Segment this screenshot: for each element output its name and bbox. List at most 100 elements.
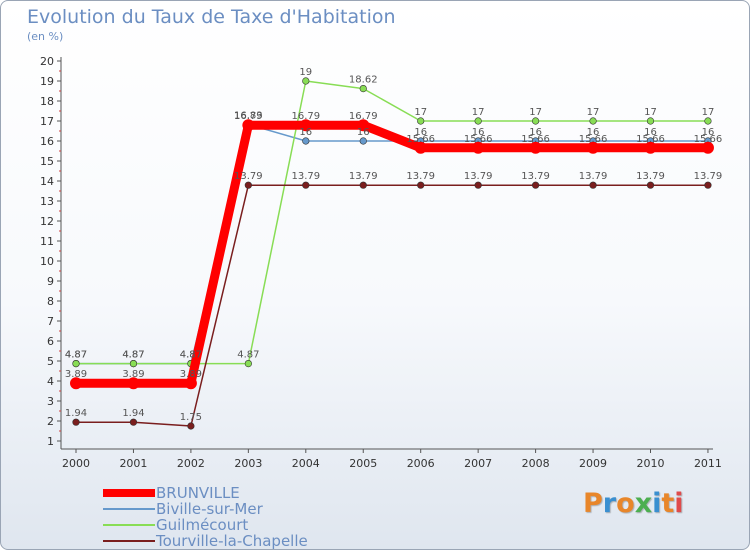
data-label: 17 [529, 107, 542, 118]
data-label: 16.79 [291, 111, 320, 122]
series-line-3 [75, 184, 709, 427]
y-tick-label: 19 [40, 75, 54, 88]
brand-letter: P [583, 488, 603, 519]
legend-swatch [103, 524, 155, 526]
data-label: 15.66 [521, 134, 550, 145]
data-point [72, 360, 80, 368]
data-label: 15.66 [694, 134, 723, 145]
y-tick-label: 7 [47, 315, 54, 328]
data-point [587, 141, 600, 154]
data-point [70, 377, 82, 390]
data-label: 16.83 [234, 110, 263, 121]
data-point [474, 117, 482, 125]
y-tick-label: 2 [47, 415, 54, 428]
data-point [244, 360, 252, 368]
data-label: 13.79 [349, 171, 378, 182]
data-label: 17 [702, 107, 715, 118]
y-tick-label: 10 [40, 255, 54, 268]
data-label: 16 [299, 127, 312, 138]
data-point [359, 84, 367, 93]
data-label: 16 [702, 127, 715, 138]
data-label: 16 [587, 127, 600, 138]
data-label: 13.79 [579, 171, 608, 182]
data-label: 17 [472, 107, 485, 118]
data-point [531, 117, 540, 125]
data-label: 16 [414, 127, 427, 138]
data-point [187, 422, 195, 430]
x-tick-label: 2005 [349, 457, 377, 470]
data-point [359, 181, 367, 189]
legend-label: BRUNVILLE [156, 484, 240, 502]
data-label: 15.66 [636, 134, 665, 145]
data-point [589, 181, 597, 189]
y-tick-label: 1 [47, 435, 54, 448]
data-label: 3.89 [180, 369, 202, 380]
chart-title: Evolution du Taux de Taxe d'Habitation [27, 6, 396, 28]
data-label: 3.89 [65, 369, 87, 380]
data-point [129, 418, 138, 426]
data-point [417, 117, 425, 125]
data-point [299, 119, 312, 132]
data-label: 17 [587, 107, 600, 118]
data-point [414, 141, 427, 154]
data-point [472, 141, 485, 154]
data-label: 13.79 [464, 171, 493, 182]
data-label: 17 [644, 107, 657, 118]
x-tick-label: 2008 [522, 457, 550, 470]
data-point [589, 117, 597, 125]
series-line-1 [75, 123, 709, 365]
y-tick-label: 16 [40, 135, 54, 148]
data-label: 1.75 [180, 412, 202, 423]
data-point [244, 181, 252, 189]
x-tick-label: 2009 [579, 457, 607, 470]
y-tick-label: 5 [47, 355, 54, 368]
data-label: 4.87 [122, 350, 144, 361]
legend-label: Guilmécourt [156, 516, 249, 534]
data-point [359, 137, 367, 145]
data-label: 16.79 [349, 111, 378, 122]
brand-letter: r [602, 488, 617, 519]
data-label: 15.66 [406, 134, 435, 145]
y-tick-label: 9 [47, 275, 54, 288]
y-tick-label: 4 [47, 375, 54, 388]
data-point [701, 141, 714, 154]
brand-letter: i [652, 488, 662, 519]
y-tick-label: 18 [40, 95, 54, 108]
y-tick-label: 6 [47, 335, 54, 348]
x-tick-label: 2007 [464, 457, 492, 470]
data-point [242, 119, 255, 132]
legend-label: Tourville-la-Chapelle [156, 532, 308, 550]
brand-logo: Proxiti [583, 488, 684, 519]
legend-swatch [103, 508, 155, 510]
data-label: 16 [472, 127, 485, 138]
y-tick-label: 3 [47, 395, 54, 408]
y-tick-label: 14 [40, 175, 54, 188]
data-point [474, 181, 482, 189]
data-label: 13.79 [234, 171, 263, 182]
data-point [531, 181, 540, 189]
data-label: 4.87 [65, 350, 87, 361]
brand-letter: o [616, 488, 635, 519]
data-label: 17 [414, 107, 427, 118]
data-label: 19 [299, 67, 312, 78]
data-label: 1.94 [65, 408, 87, 419]
y-tick-label: 13 [40, 195, 54, 208]
data-point [417, 181, 425, 189]
legend-swatch [103, 540, 155, 542]
data-point [302, 137, 310, 145]
data-point [646, 117, 655, 125]
data-point [704, 181, 712, 189]
data-label: 13.79 [521, 171, 550, 182]
data-label: 3.89 [122, 369, 144, 380]
data-label: 4.87 [237, 350, 259, 361]
chart-unit: (en %) [27, 30, 64, 43]
data-point [644, 141, 657, 154]
x-tick-label: 2001 [119, 457, 147, 470]
brand-letter: x [634, 488, 653, 519]
data-label: 13.79 [406, 171, 435, 182]
series-line-0 [71, 120, 713, 388]
data-label: 16 [644, 127, 657, 138]
data-label: 15.66 [579, 134, 608, 145]
